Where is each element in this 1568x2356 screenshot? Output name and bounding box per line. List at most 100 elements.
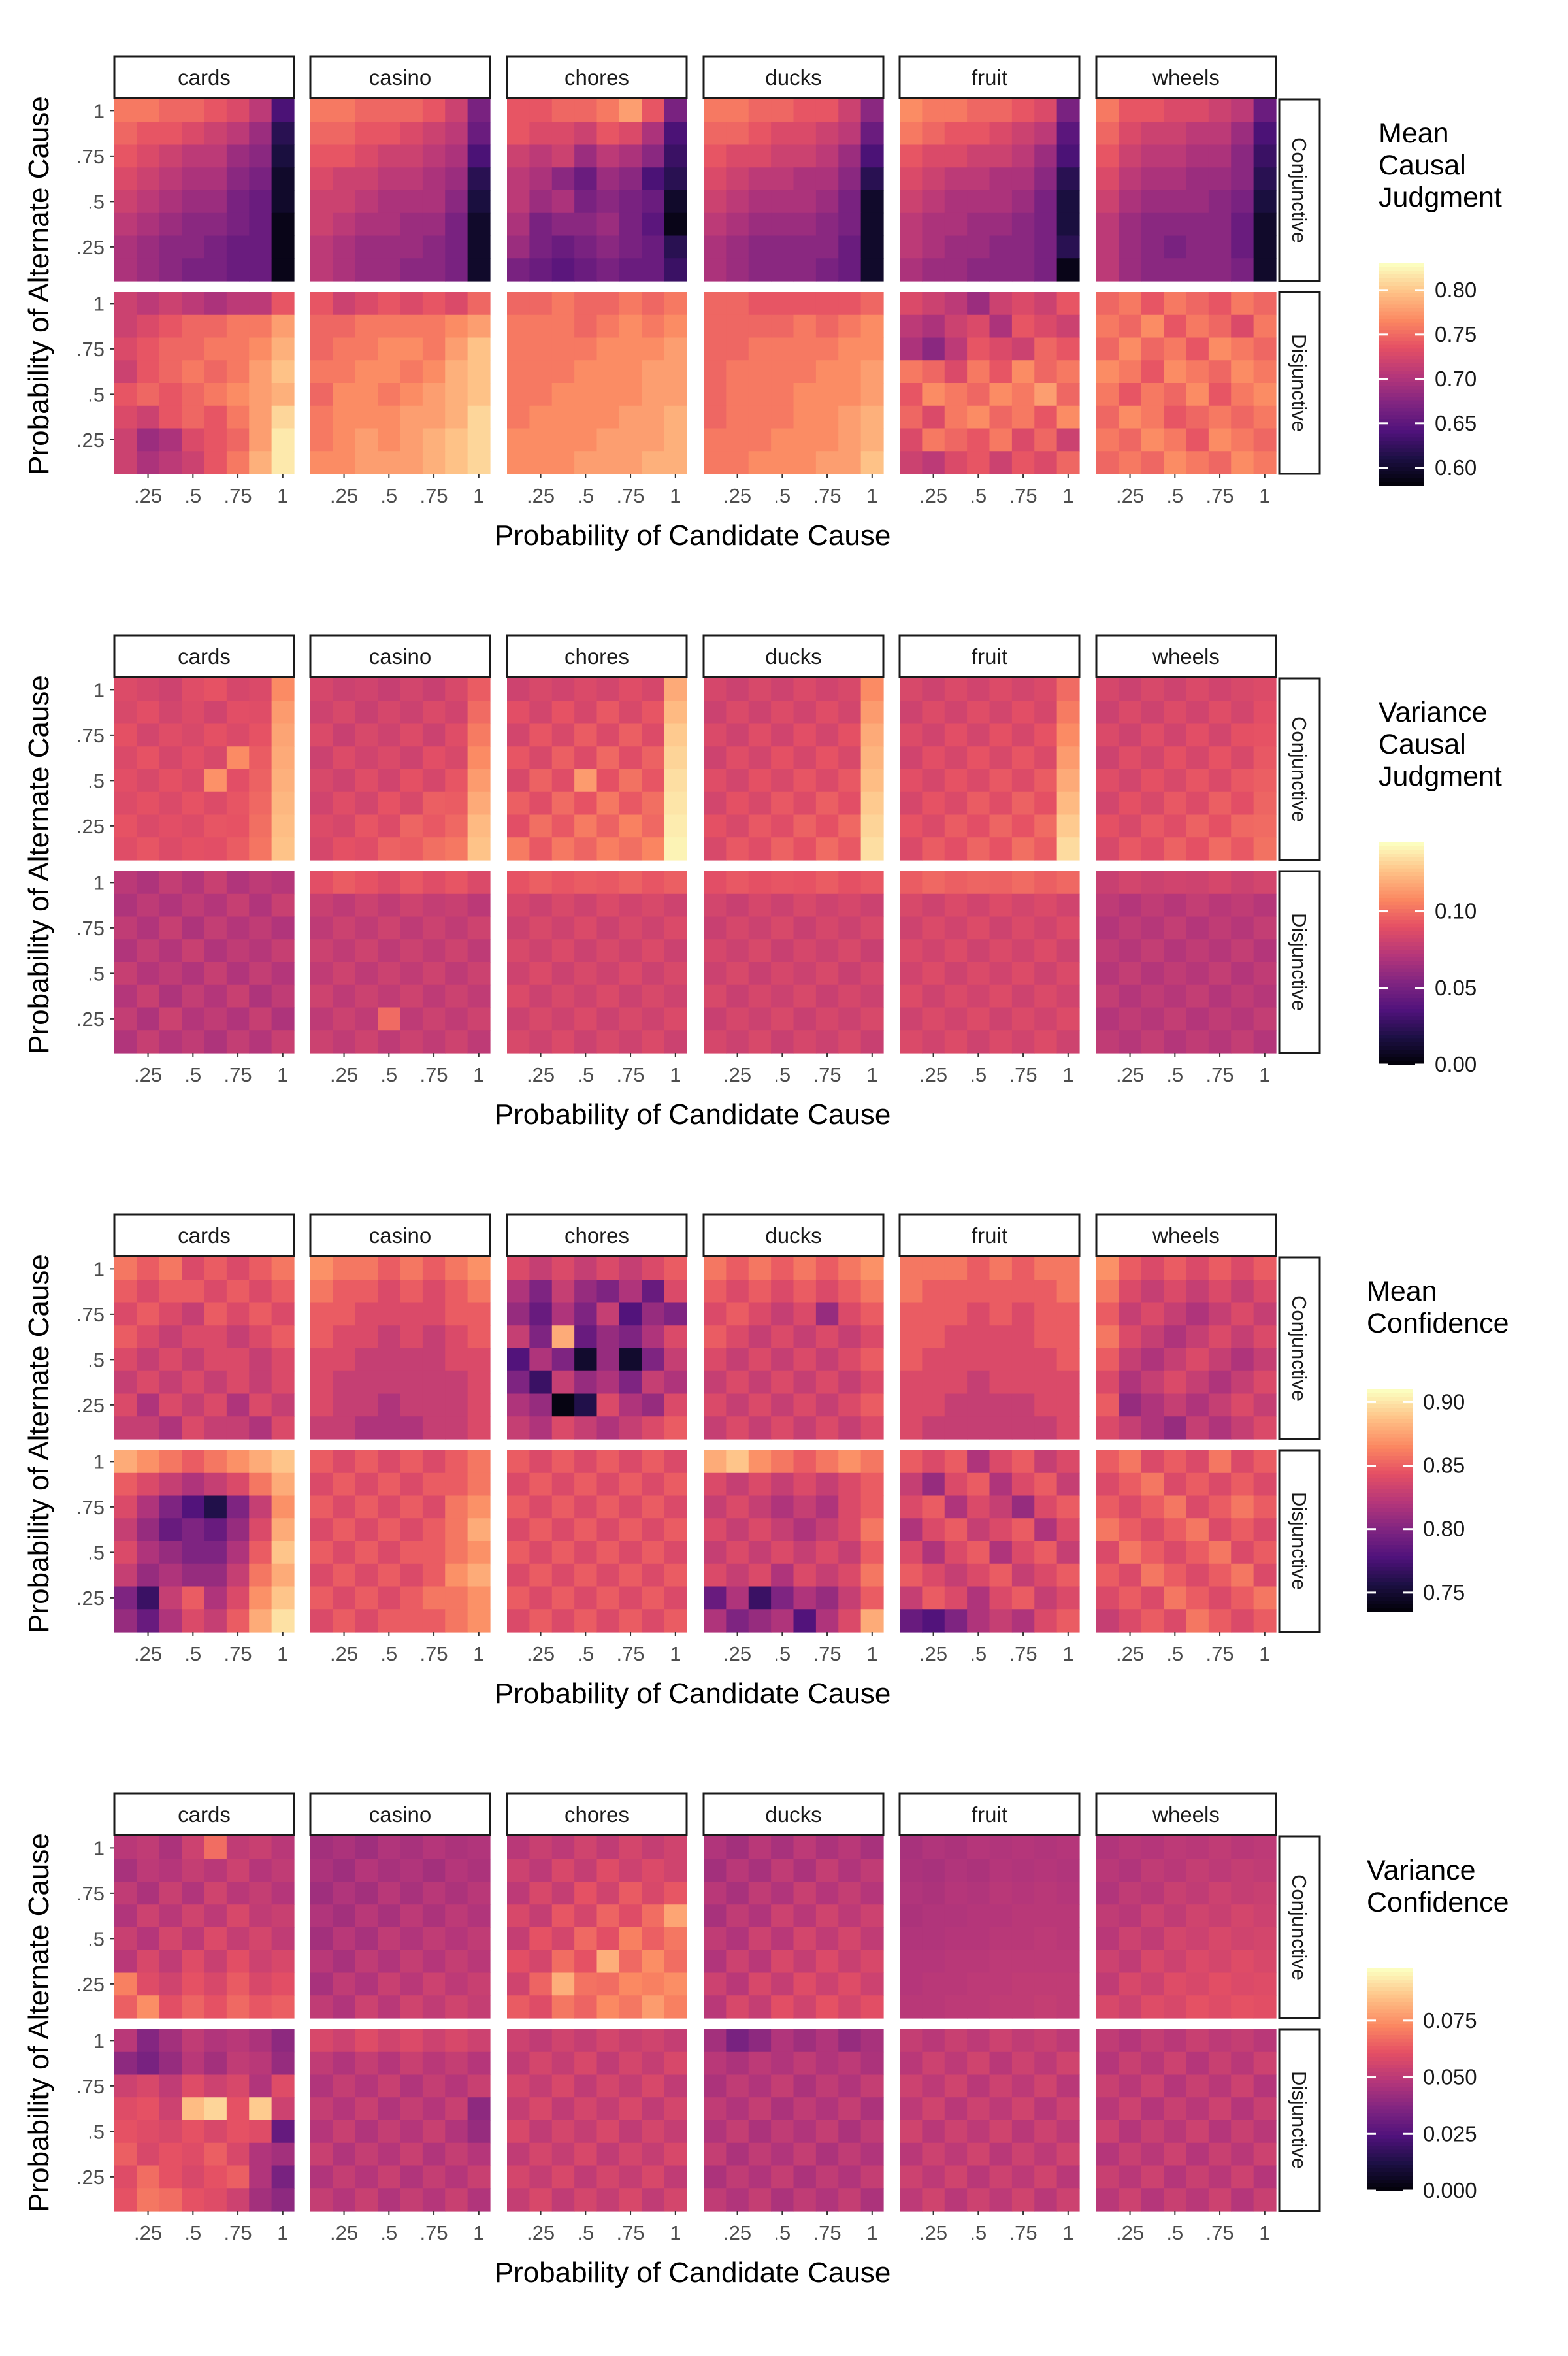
- heatmap-cell: [333, 769, 356, 793]
- heatmap-cell: [355, 939, 378, 963]
- heatmap-cell: [1056, 1416, 1080, 1440]
- heatmap-cell: [182, 337, 205, 361]
- heatmap-cell: [944, 723, 968, 747]
- heatmap-cell: [445, 1859, 468, 1883]
- heatmap-cell: [551, 837, 575, 861]
- legend-gradient-step: [1379, 422, 1424, 427]
- heatmap-cell: [529, 235, 553, 259]
- heatmap-cell: [333, 1280, 356, 1304]
- heatmap-cell: [182, 1030, 205, 1054]
- facet-strip-casino: [309, 1792, 491, 1836]
- heatmap-cell: [445, 405, 468, 429]
- heatmap-cell: [989, 939, 1013, 963]
- heatmap-cell: [226, 814, 250, 838]
- heatmap-cell: [619, 212, 642, 237]
- heatmap-cell: [1231, 1007, 1254, 1031]
- heatmap-cell: [1186, 1995, 1209, 2019]
- heatmap-cell: [642, 837, 665, 861]
- heatmap-cell: [1186, 258, 1209, 282]
- heatmap-cell: [400, 144, 423, 168]
- legend-gradient-step: [1367, 2016, 1413, 2021]
- heatmap-cell: [1034, 1859, 1058, 1883]
- heatmap-cell: [1056, 428, 1080, 452]
- heatmap-cell: [378, 1586, 401, 1610]
- heatmap-cell: [1208, 167, 1232, 191]
- heatmap-cell: [771, 1302, 794, 1326]
- heatmap-cell: [574, 893, 598, 918]
- heatmap-cell: [226, 405, 250, 429]
- heatmap-cell: [507, 791, 530, 816]
- facet-strip-fruit: [898, 1213, 1081, 1257]
- heatmap-cell: [838, 1257, 862, 1281]
- heatmap-cell: [310, 99, 333, 123]
- heatmap-cell: [771, 984, 794, 1008]
- heatmap-cell: [726, 235, 749, 259]
- heatmap-cell: [1011, 1007, 1035, 1031]
- heatmap-cell: [182, 1609, 205, 1633]
- heatmap-cell: [574, 1927, 598, 1951]
- heatmap-cell: [400, 2074, 423, 2098]
- heatmap-cell: [551, 1450, 575, 1474]
- heatmap-cell: [1141, 2120, 1164, 2144]
- heatmap-cell: [1208, 791, 1232, 816]
- heatmap-cell: [1056, 1348, 1080, 1372]
- heatmap-cell: [1011, 1882, 1035, 1905]
- heatmap-cell: [1034, 837, 1058, 861]
- heatmap-cell: [1253, 791, 1277, 816]
- heatmap-cell: [249, 1882, 272, 1905]
- legend-gradient-step: [1367, 2080, 1413, 2084]
- heatmap-cell: [642, 428, 665, 452]
- heatmap-cell: [507, 1995, 530, 2019]
- heatmap-cell: [664, 2188, 687, 2212]
- heatmap-cell: [507, 1370, 530, 1395]
- legend-gradient-step: [1379, 382, 1424, 386]
- heatmap-cell: [422, 99, 446, 123]
- heatmap-cell: [1253, 769, 1277, 793]
- heatmap-cell: [551, 1348, 575, 1372]
- heatmap-cell: [204, 871, 227, 895]
- heatmap-cell: [400, 2097, 423, 2121]
- heatmap-cell: [310, 2029, 333, 2053]
- heatmap-cell: [1119, 360, 1142, 384]
- heatmap-cell: [467, 1882, 491, 1905]
- heatmap-cell: [1208, 1904, 1232, 1928]
- heatmap-cell: [529, 723, 553, 747]
- heatmap-cell: [310, 2165, 333, 2189]
- heatmap-cell: [137, 99, 160, 123]
- heatmap-cell: [860, 814, 884, 838]
- legend-gradient-step: [1367, 2038, 1413, 2044]
- heatmap-cell: [1011, 1518, 1035, 1542]
- heatmap-cell: [860, 678, 884, 702]
- heatmap-cell: [551, 2051, 575, 2076]
- heatmap-cell: [1208, 939, 1232, 963]
- heatmap-cell: [310, 871, 333, 895]
- y-axis-title: Probability of Alternate Cause: [23, 1254, 55, 1633]
- heatmap-cell: [182, 2097, 205, 2121]
- heatmap-cell: [1164, 1586, 1187, 1610]
- heatmap-cell: [771, 1257, 794, 1281]
- heatmap-cell: [137, 2165, 160, 2189]
- heatmap-cell: [226, 190, 250, 214]
- heatmap-cell: [226, 2165, 250, 2189]
- heatmap-cell: [944, 1518, 968, 1542]
- heatmap-cell: [1141, 2142, 1164, 2166]
- heatmap-cell: [445, 701, 468, 725]
- heatmap-cell: [815, 383, 839, 406]
- heatmap-cell: [1208, 1416, 1232, 1440]
- heatmap-cell: [619, 144, 642, 168]
- heatmap-cell: [900, 1995, 923, 2019]
- heatmap-cell: [771, 1325, 794, 1349]
- heatmap-cell: [1141, 383, 1164, 406]
- x-tick-label: .25: [919, 2221, 947, 2244]
- heatmap-cell: [596, 1950, 620, 1974]
- heatmap-cell: [1253, 1450, 1277, 1474]
- heatmap-cell: [507, 916, 530, 940]
- heatmap-cell: [226, 258, 250, 282]
- heatmap-cell: [529, 212, 553, 237]
- heatmap-cell: [114, 1348, 137, 1372]
- heatmap-cell: [815, 939, 839, 963]
- heatmap-cell: [664, 405, 687, 429]
- heatmap-cell: [1141, 212, 1164, 237]
- heatmap-cell: [1141, 258, 1164, 282]
- heatmap-cell: [137, 2120, 160, 2144]
